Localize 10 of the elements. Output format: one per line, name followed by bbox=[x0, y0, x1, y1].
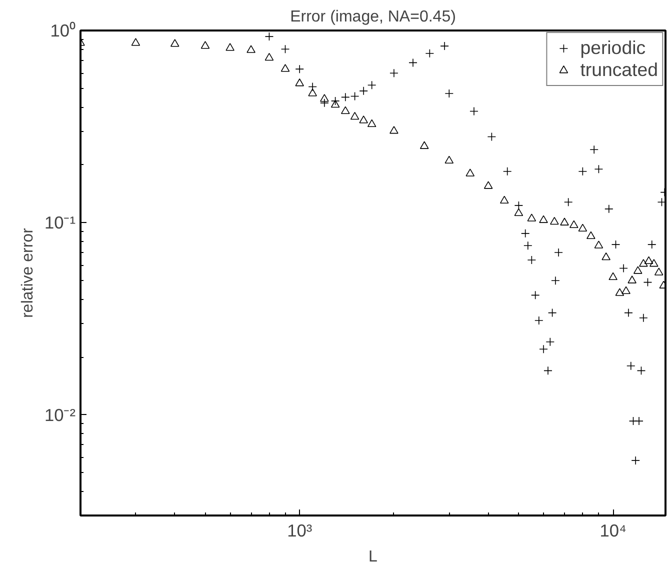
legend-label: truncated bbox=[580, 59, 658, 81]
x-axis-title: L bbox=[368, 548, 378, 566]
y-axis-title: relative error bbox=[19, 227, 36, 318]
y-tick-label: 10⁰ bbox=[50, 20, 76, 40]
chart-title: Error (image, NA=0.45) bbox=[290, 8, 456, 26]
y-tick-label: 10⁻¹ bbox=[44, 212, 76, 233]
legend-label: periodic bbox=[580, 37, 646, 59]
x-tick-label: 10³ bbox=[287, 520, 312, 540]
x-tick-label: 10⁴ bbox=[600, 520, 626, 540]
y-tick-label: 10⁻² bbox=[44, 404, 76, 425]
